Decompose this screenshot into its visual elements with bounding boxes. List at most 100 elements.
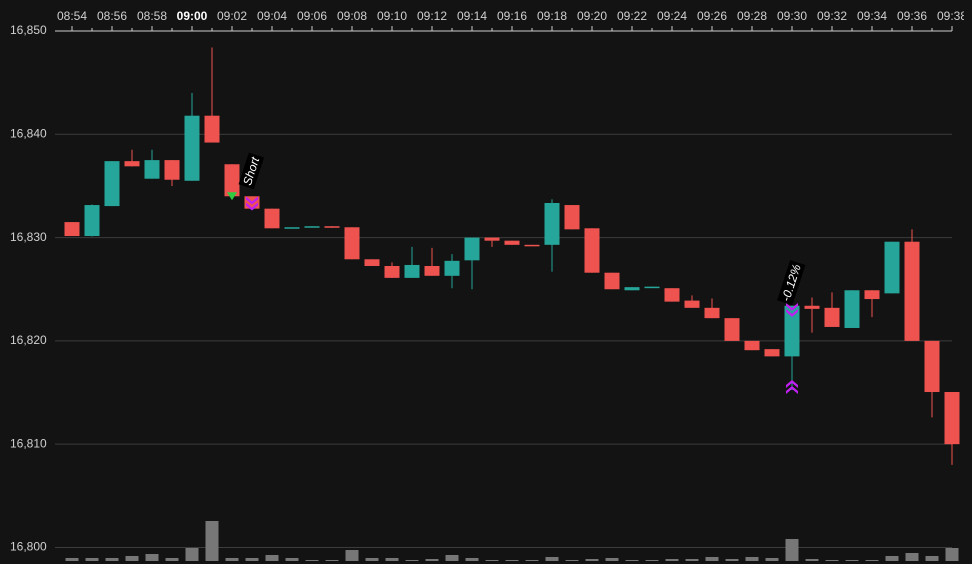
x-tick-label: 09:14 xyxy=(457,9,487,23)
x-tick-label: 09:26 xyxy=(697,9,727,23)
annotation-bg xyxy=(238,152,265,190)
volume-bar xyxy=(505,560,519,561)
x-tick-label: 09:24 xyxy=(657,9,687,23)
x-tick-label: 09:20 xyxy=(577,9,607,23)
annotation-bg xyxy=(777,260,806,306)
trade-marker xyxy=(227,192,237,201)
volume-bar xyxy=(125,556,139,561)
volume-bar xyxy=(165,558,179,561)
trade-marker xyxy=(246,196,258,211)
x-tick-label: 09:06 xyxy=(297,9,327,23)
y-tick-label: 16,800 xyxy=(10,540,47,554)
volume-bar xyxy=(85,558,99,561)
annotation: Short xyxy=(238,152,265,190)
volume-bar xyxy=(725,559,739,561)
volume-bar xyxy=(945,548,959,561)
volume-bar xyxy=(285,558,299,561)
candle-body xyxy=(104,161,120,207)
volume-bar xyxy=(205,521,219,561)
y-tick-label: 16,830 xyxy=(10,230,47,244)
candle-body xyxy=(464,237,480,261)
volume-bar xyxy=(885,556,899,561)
candle-body xyxy=(64,222,80,237)
trade-marker xyxy=(786,302,798,317)
candle-body xyxy=(904,241,920,341)
volume-bar xyxy=(445,555,459,561)
x-tick-label: 09:02 xyxy=(217,9,247,23)
x-tick-label: 09:22 xyxy=(617,9,647,23)
trade-marker xyxy=(786,379,798,394)
volume-bar xyxy=(625,560,639,561)
volume-bar xyxy=(645,560,659,561)
volume-bar xyxy=(785,539,799,561)
volume-bar xyxy=(805,559,819,561)
volume-bar xyxy=(765,558,779,561)
x-tick-label: 09:16 xyxy=(497,9,527,23)
volume-bar xyxy=(845,560,859,561)
candle-body xyxy=(844,290,860,328)
volume-bar xyxy=(385,558,399,561)
x-tick-label: 09:08 xyxy=(337,9,367,23)
x-tick-label: 09:28 xyxy=(737,9,767,23)
x-tick-label: 09:12 xyxy=(417,9,447,23)
volume-bar xyxy=(225,558,239,561)
candle-body xyxy=(164,160,180,180)
volume-bar xyxy=(365,558,379,561)
candle-body xyxy=(884,241,900,294)
candle-body xyxy=(204,115,220,143)
candle-body xyxy=(684,300,700,308)
volume-bar xyxy=(585,559,599,561)
candle-body xyxy=(424,265,440,276)
candle-body xyxy=(624,287,640,291)
candle-body xyxy=(664,288,680,302)
volume-bar xyxy=(705,557,719,561)
candle-body xyxy=(564,205,580,230)
candle-body xyxy=(764,349,780,357)
volume-bar xyxy=(485,560,499,561)
candle-body xyxy=(364,259,380,266)
x-tick-label: 09:38 xyxy=(937,9,967,23)
volume-bar xyxy=(305,560,319,561)
volume-bar xyxy=(545,557,559,561)
volume-bar xyxy=(405,560,419,561)
x-tick-label: 09:18 xyxy=(537,9,567,23)
volume-bar xyxy=(525,560,539,561)
x-tick-label: 09:36 xyxy=(897,9,927,23)
candle-body xyxy=(224,164,240,197)
candle-body xyxy=(944,392,960,445)
volume-bar xyxy=(565,560,579,561)
candle-body xyxy=(84,205,100,237)
volume-bar xyxy=(245,558,259,561)
x-tick-label: 09:10 xyxy=(377,9,407,23)
x-tick-label: 08:56 xyxy=(97,9,127,23)
candle-body xyxy=(584,228,600,273)
volume-bar xyxy=(105,558,119,561)
x-tick-label: 09:30 xyxy=(777,9,807,23)
candle-body xyxy=(144,160,160,179)
x-tick-label: 09:34 xyxy=(857,9,887,23)
volume-bar xyxy=(465,558,479,561)
volume-bar xyxy=(145,554,159,561)
volume-bar xyxy=(325,560,339,561)
candle-body xyxy=(784,305,800,357)
candle-body xyxy=(524,244,540,247)
y-tick-label: 16,850 xyxy=(10,23,47,37)
y-tick-label: 16,810 xyxy=(10,436,47,450)
candle-body xyxy=(304,226,320,228)
candle-body xyxy=(124,161,140,167)
candle-body xyxy=(264,208,280,229)
volume-bar xyxy=(685,559,699,561)
x-tick-label: 09:04 xyxy=(257,9,287,23)
candle-body xyxy=(284,227,300,229)
x-tick-label: 08:54 xyxy=(57,9,87,23)
candle-body xyxy=(724,318,740,341)
annotation: -0.12% xyxy=(777,260,806,306)
candle-body xyxy=(444,260,460,276)
candle-body xyxy=(344,227,360,260)
candle-body xyxy=(864,290,880,300)
volume-bar xyxy=(865,560,879,561)
candle-body xyxy=(824,307,840,327)
candle-body xyxy=(544,202,560,245)
